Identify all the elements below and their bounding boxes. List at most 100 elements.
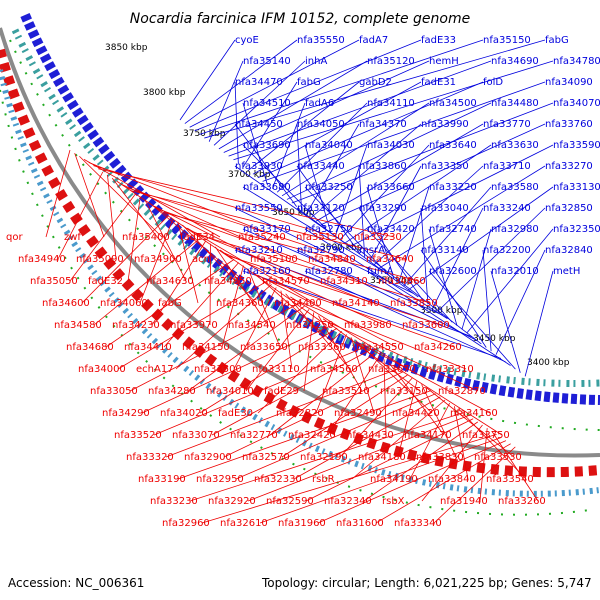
blue-gene-label: nfa33690	[243, 140, 291, 151]
blue-gene-label: nfa33760	[545, 119, 593, 130]
red-leader-line	[247, 415, 469, 502]
red-leader-line	[322, 318, 421, 392]
blue-leader-line	[340, 144, 430, 240]
red-gene-label: nfa33260	[498, 496, 546, 507]
reverse-gene-leader-lines	[45, 149, 539, 524]
red-leader-line	[182, 224, 257, 304]
red-leader-line	[93, 165, 337, 238]
red-leader-line	[305, 418, 474, 502]
red-leader-line	[163, 262, 240, 348]
blue-leader-line	[234, 81, 239, 164]
red-gene-label: nfa32820	[276, 408, 324, 419]
red-leader-line	[433, 446, 516, 524]
red-gene-label: nfa32950	[196, 474, 244, 485]
red-leader-line	[144, 199, 187, 282]
accession-label: Accession: NC_006361	[8, 576, 144, 590]
red-gene-label: nfa31600	[336, 518, 384, 529]
red-gene-label: nfa34180	[358, 452, 406, 463]
red-gene-label: nfa33830	[416, 452, 464, 463]
cog-color-band-inner	[0, 69, 600, 497]
blue-leader-line	[304, 144, 332, 233]
red-leader-line	[247, 268, 281, 348]
red-gene-label: nfa33340	[394, 518, 442, 529]
red-gene-label: nfa34850	[204, 276, 252, 287]
red-gene-label: nfa32330	[254, 474, 302, 485]
blue-gene-label: fadE31	[421, 77, 456, 88]
blue-gene-label: nfa34690	[491, 56, 539, 67]
blue-gene-label: nfa33250	[305, 182, 353, 193]
red-leader-line	[151, 240, 207, 326]
blue-gene-label: nfa32350	[553, 224, 600, 235]
blue-gene-label: nfa33630	[491, 140, 539, 151]
red-gene-label: nfa34420	[392, 408, 440, 419]
red-leader-line	[233, 287, 277, 370]
blue-leader-line	[242, 102, 268, 186]
cog-color-band-outer	[11, 28, 600, 387]
red-leader-line	[350, 337, 375, 414]
red-leader-line	[45, 149, 71, 238]
red-leader-line	[360, 343, 491, 414]
red-gene-label: nfa33670	[368, 364, 416, 375]
red-leader-line	[426, 387, 515, 458]
red-leader-line	[191, 230, 373, 304]
red-gene-label: nfa33190	[138, 474, 186, 485]
red-gene-label: nfa31940	[440, 496, 488, 507]
tick-label: 3750 kbp	[183, 129, 226, 139]
red-gene-label: nfa34360	[216, 298, 264, 309]
red-gene-label: fabG	[158, 298, 182, 309]
red-gene-label: echA17	[136, 364, 174, 375]
red-gene-label: nfa34560	[310, 364, 358, 375]
blue-leader-line	[291, 102, 554, 204]
blue-gene-label: nfa33130	[553, 182, 600, 193]
blue-gene-label: nfa33290	[359, 203, 407, 214]
blue-leader-line	[315, 123, 484, 222]
red-gene-label: acn	[192, 254, 210, 265]
red-leader-line	[252, 271, 339, 348]
blue-leader-line	[199, 39, 484, 135]
red-gene-label: nfa35050	[30, 276, 78, 287]
red-leader-line	[259, 437, 502, 524]
blue-leader-line	[296, 207, 419, 298]
red-gene-label: nfa34170	[404, 430, 452, 441]
red-gene-label: nfa34290	[102, 408, 150, 419]
red-leader-line	[93, 237, 202, 326]
kbp-ticks: 3850 kbp 3800 kbp 3750 kbp 3700 kbp 3650…	[105, 43, 570, 368]
blue-gene-label: nfa33220	[429, 182, 477, 193]
blue-gene-label: nfa33710	[483, 161, 531, 172]
tick-label: 3650 kbp	[272, 208, 315, 218]
blue-gene-label: nfa34040	[305, 140, 353, 151]
blue-leader-line	[218, 60, 368, 150]
red-gene-label: rsbX	[382, 496, 405, 507]
blue-leader-line	[320, 123, 546, 226]
blue-gene-label: fabG	[545, 35, 569, 46]
red-gene-label: nfa31960	[278, 518, 326, 529]
red-leader-line	[269, 352, 375, 436]
red-leader-line	[375, 443, 511, 524]
red-gene-label: nfa32870	[438, 386, 486, 397]
red-leader-line	[363, 421, 479, 502]
blue-leader-line	[208, 60, 244, 142]
blue-gene-label: nfa33680	[243, 182, 291, 193]
blue-gene-label: nfa33990	[421, 119, 469, 130]
red-gene-label: nfa33320	[126, 452, 174, 463]
blue-leader-line	[366, 186, 395, 280]
blue-gene-label: nfa33350	[421, 161, 469, 172]
blue-leader-line	[466, 228, 554, 334]
blue-gene-label: nfa33660	[367, 182, 415, 193]
blue-gene-label: nfa33550	[235, 203, 283, 214]
tick-label: 3700 kbp	[228, 170, 271, 180]
blue-leader-line	[296, 165, 361, 254]
red-gene-label: fadE32	[88, 276, 123, 287]
blue-gene-label: fadA7	[359, 35, 388, 46]
forward-gene-leader-lines	[179, 39, 554, 377]
tick-label: 3550 kbp	[370, 276, 413, 286]
red-gene-label: nfa32490	[334, 408, 382, 419]
blue-gene-label: nfa34050	[297, 119, 345, 130]
red-leader-line	[303, 312, 315, 392]
blue-leader-line	[349, 144, 554, 247]
reverse-gene-labels: qor zwf nfa35400 fadE34 nfa35240 nfa35130 nfa3…	[6, 232, 546, 529]
blue-gene-label: metH	[553, 266, 580, 277]
red-gene-label: nfa33310	[426, 364, 474, 375]
tick-label: 3400 kbp	[527, 358, 570, 368]
blue-gene-label: nfa33640	[429, 140, 477, 151]
